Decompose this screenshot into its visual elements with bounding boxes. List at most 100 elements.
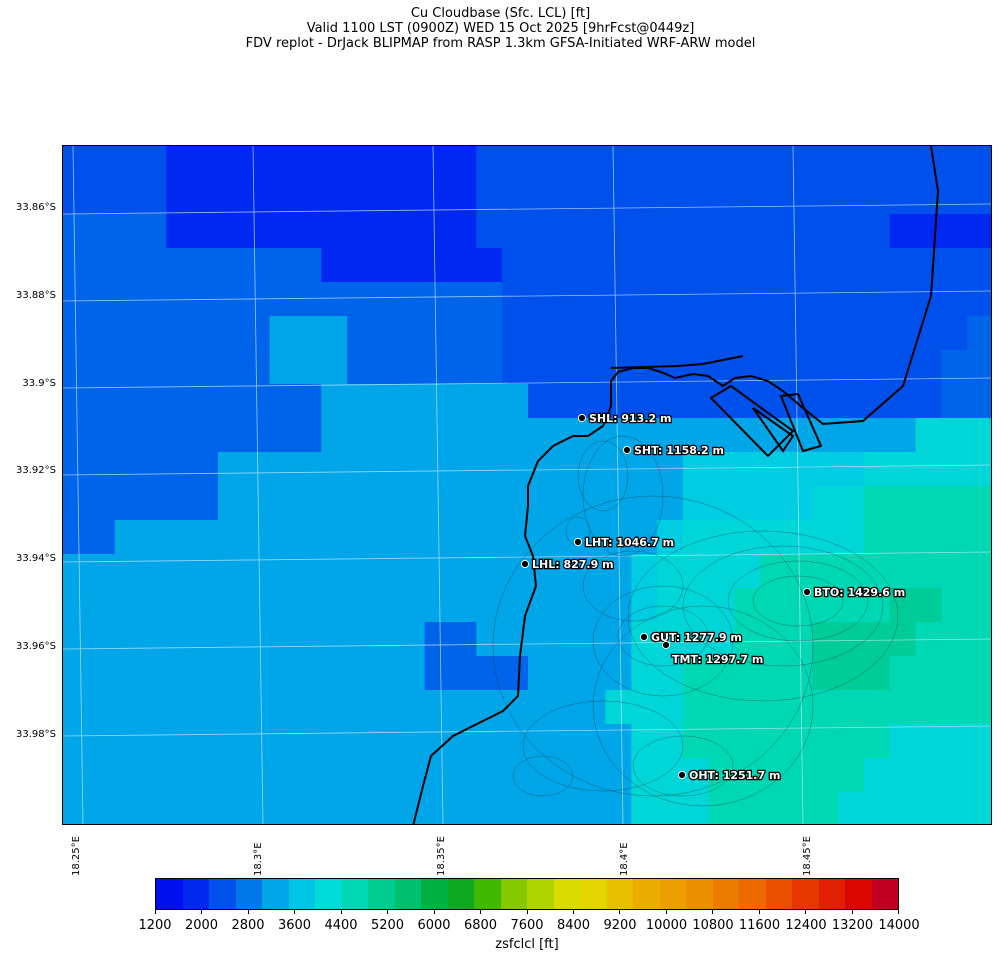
- cloudbase-cell: [605, 180, 632, 215]
- cloudbase-cell: [863, 146, 891, 181]
- cloudbase-cell: [295, 724, 322, 759]
- cloudbase-cell: [734, 520, 762, 555]
- station-oht[interactable]: OHT: 1251.7 m: [677, 768, 782, 783]
- cloudbase-cell: [812, 520, 839, 555]
- cloudbase-cell: [760, 656, 787, 691]
- cloudbase-cell: [760, 690, 787, 725]
- cloudbase-cell: [502, 554, 529, 589]
- cloudbase-cell: [295, 656, 322, 691]
- station-label: LHL: 827.9 m: [532, 558, 614, 571]
- cloudbase-cell: [631, 214, 658, 249]
- cloudbase-cell: [941, 146, 968, 181]
- colorbar-label: zsfclcl [ft]: [495, 937, 559, 952]
- cloudbase-cell: [967, 452, 991, 487]
- cloudbase-cell: [192, 248, 219, 283]
- cloudbase-cell: [838, 520, 865, 555]
- cloudbase-cell: [269, 452, 297, 487]
- cloudbase-cell: [140, 350, 167, 385]
- cloudbase-cell: [889, 758, 917, 793]
- colorbar-tick-label: 7600: [510, 918, 544, 933]
- cloudbase-cell: [967, 724, 991, 759]
- station-shl[interactable]: SHL: 913.2 m: [577, 411, 673, 426]
- cloudbase-cell: [838, 282, 865, 317]
- cloudbase-cell: [889, 554, 917, 589]
- cloudbase-cell: [140, 486, 167, 521]
- station-gut[interactable]: GUT: 1277.9 m: [639, 630, 743, 645]
- colorbar-swatch: [871, 879, 898, 909]
- cloudbase-cell: [424, 214, 452, 249]
- cloudbase-cell: [941, 214, 968, 249]
- cloudbase-cell: [889, 520, 917, 555]
- cloudbase-cell: [321, 214, 348, 249]
- cloudbase-cell: [734, 452, 762, 487]
- cloudbase-cell: [347, 792, 374, 824]
- colorbar-tick-label: 11600: [738, 918, 781, 933]
- cloudbase-cell: [88, 180, 116, 215]
- cloudbase-cell: [373, 690, 400, 725]
- cloudbase-cell: [967, 214, 991, 249]
- cloudbase-cell: [915, 758, 942, 793]
- cloudbase-cell: [269, 690, 297, 725]
- cloudbase-cell: [553, 282, 581, 317]
- cloudbase-cell: [553, 792, 581, 824]
- cloudbase-cell: [166, 792, 193, 824]
- cloudbase-cell: [502, 418, 529, 453]
- cloudbase-cell: [166, 316, 193, 351]
- cloudbase-cell: [63, 214, 90, 249]
- cloudbase-cell: [398, 622, 426, 657]
- cloudbase-cell: [243, 214, 271, 249]
- station-lht[interactable]: LHT: 1046.7 m: [573, 535, 675, 550]
- colorbar-swatch: [527, 879, 554, 909]
- cloudbase-cell: [838, 656, 865, 691]
- cloudbase-cell: [269, 248, 297, 283]
- cloudbase-cell: [140, 418, 167, 453]
- cloudbase-cell: [889, 588, 917, 623]
- cloudbase-cell: [140, 622, 167, 657]
- cloudbase-cell: [683, 180, 710, 215]
- cloudbase-cell: [553, 690, 581, 725]
- cloudbase-cell: [863, 554, 891, 589]
- cloudbase-cell: [166, 248, 193, 283]
- colorbar: [155, 878, 899, 910]
- cloudbase-cell: [708, 724, 736, 759]
- station-tmt[interactable]: TMT: 1297.7 m: [661, 640, 765, 667]
- station-bto[interactable]: BTO: 1429.6 m: [802, 585, 906, 600]
- station-label: OHT: 1251.7 m: [689, 769, 780, 782]
- lat-label: 33.92°S: [16, 465, 56, 476]
- cloudbase-cell: [140, 384, 167, 419]
- cloudbase-cell: [63, 724, 90, 759]
- cloudbase-cell: [941, 452, 968, 487]
- cloudbase-cell: [476, 588, 503, 623]
- cloudbase-cell: [476, 724, 503, 759]
- cloudbase-cell: [114, 452, 142, 487]
- cloudbase-cell: [218, 214, 245, 249]
- cloudbase-cell: [734, 214, 762, 249]
- station-sht[interactable]: SHT: 1158.2 m: [622, 443, 725, 458]
- colorbar-tick-label: 9200: [603, 918, 637, 933]
- cloudbase-cell: [683, 282, 710, 317]
- cloudbase-cell: [424, 622, 452, 657]
- cloudbase-cell: [192, 792, 219, 824]
- cloudbase-cell: [889, 214, 917, 249]
- map-plot-area[interactable]: SHL: 913.2 m SHT: 1158.2 m LHT: 1046.7 m LH…: [62, 145, 992, 825]
- cloudbase-cell: [347, 214, 374, 249]
- cloudbase-cell: [424, 384, 452, 419]
- station-lhl[interactable]: LHL: 827.9 m: [520, 557, 615, 572]
- cloudbase-cell: [941, 758, 968, 793]
- cloudbase-cell: [218, 180, 245, 215]
- cloudbase-cell: [579, 350, 607, 385]
- cloudbase-cell: [786, 690, 813, 725]
- cloudbase-cell: [88, 384, 116, 419]
- cloudbase-cell: [192, 656, 219, 691]
- cloudbase-cell: [786, 180, 813, 215]
- colorbar-tick: [433, 910, 435, 914]
- colorbar-tick: [340, 910, 342, 914]
- cloudbase-cell: [708, 554, 736, 589]
- cloudbase-cell: [528, 316, 555, 351]
- cloudbase-cell: [140, 146, 167, 181]
- cloudbase-cell: [373, 554, 400, 589]
- cloudbase-cell: [889, 792, 917, 824]
- cloudbase-cell: [708, 520, 736, 555]
- cloudbase-cell: [786, 656, 813, 691]
- cloudbase-cell: [218, 146, 245, 181]
